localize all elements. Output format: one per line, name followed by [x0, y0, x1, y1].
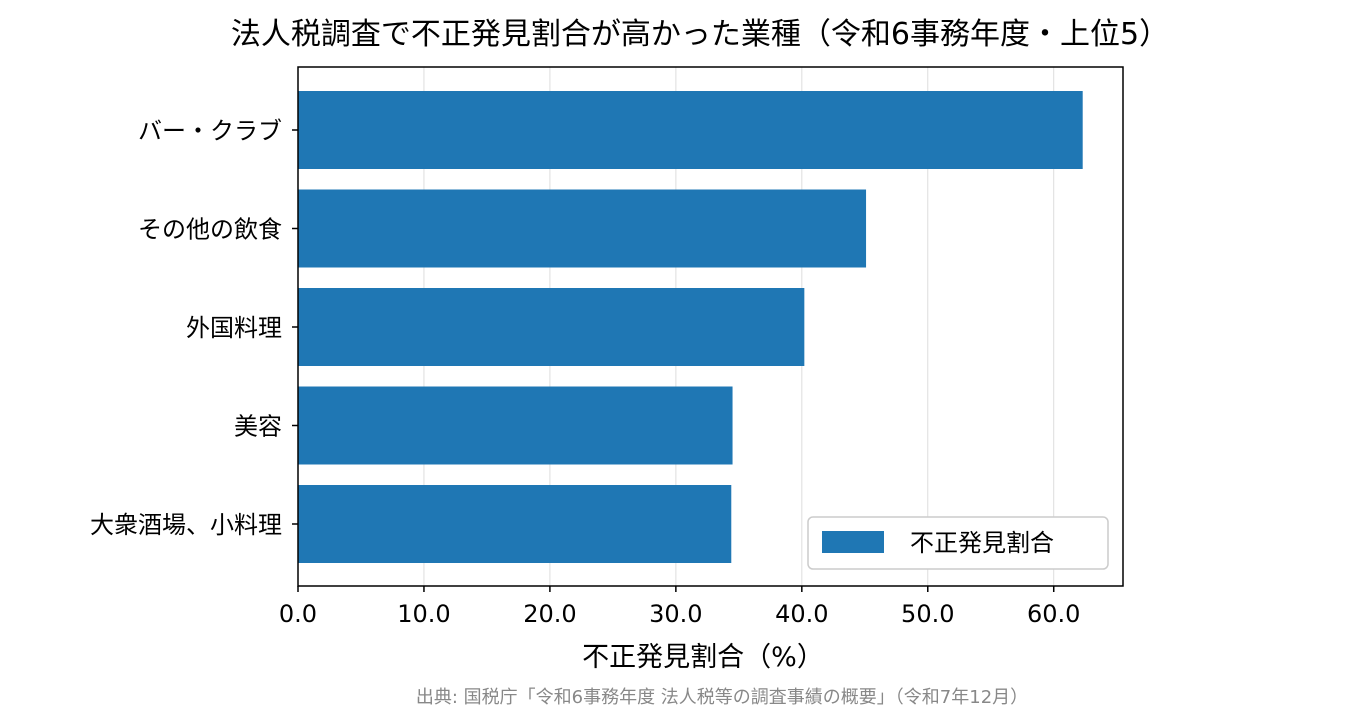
category-label: 美容: [234, 413, 282, 441]
source-note: 出典: 国税庁「令和6事務年度 法人税等の調査事績の概要」（令和7年12月）: [416, 687, 1028, 708]
category-label: バー・クラブ: [138, 117, 282, 145]
x-tick-label: 40.0: [775, 600, 828, 628]
legend-label: 不正発見割合: [910, 529, 1054, 557]
category-label: その他の飲食: [138, 216, 282, 244]
bar: [298, 91, 1083, 169]
bar: [298, 485, 732, 563]
x-tick-label: 0.0: [279, 600, 317, 628]
x-axis-label: 不正発見割合（%）: [582, 642, 824, 673]
x-tick-label: 50.0: [901, 600, 954, 628]
category-label: 大衆酒場、小料理: [90, 511, 282, 539]
bars: [298, 91, 1083, 563]
x-tick-label: 60.0: [1027, 600, 1080, 628]
x-axis-ticks: 0.0 10.0 20.0 30.0 40.0 50.0 60.0: [279, 586, 1080, 628]
bar: [298, 288, 805, 366]
category-label: 外国料理: [186, 314, 282, 342]
legend-box: [807, 516, 1109, 570]
x-tick-label: 20.0: [523, 600, 576, 628]
legend: 不正発見割合: [807, 516, 1109, 570]
legend-swatch: [822, 531, 884, 553]
bar: [298, 386, 733, 465]
x-tick-label: 10.0: [397, 600, 450, 628]
chart-title: 法人税調査で不正発見割合が高かった業種（令和6事務年度・上位5）: [231, 17, 1169, 52]
bar: [298, 189, 867, 268]
x-tick-label: 30.0: [649, 600, 702, 628]
